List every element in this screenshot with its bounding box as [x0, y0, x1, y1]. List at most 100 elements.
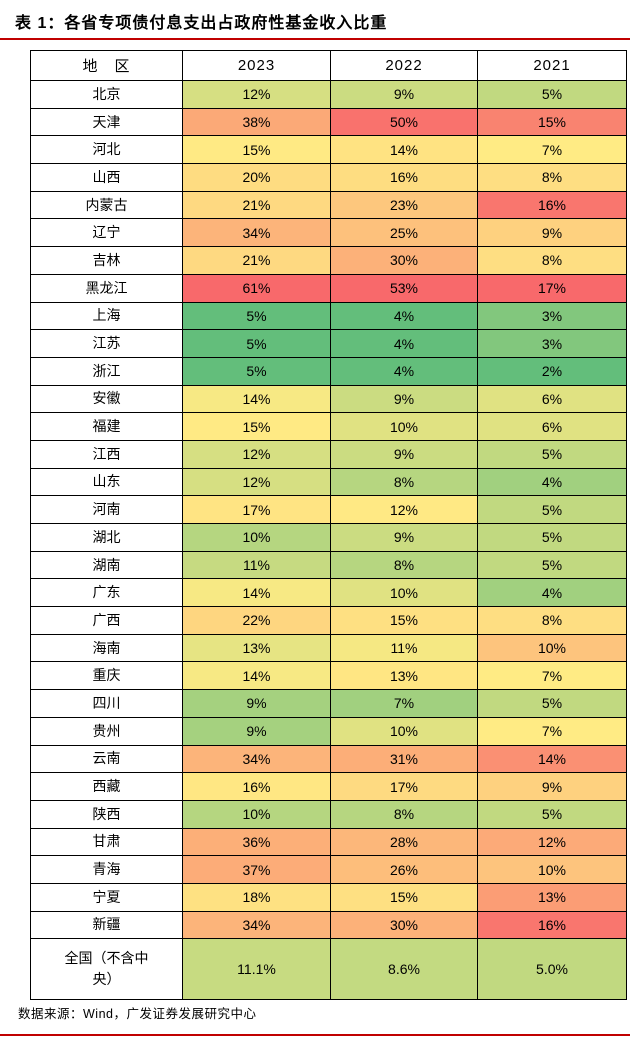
value-cell: 7% [330, 689, 478, 718]
value-cell: 3% [477, 301, 627, 331]
table-row: 广东 14% 10% 4% [30, 578, 627, 608]
value-cell: 16% [477, 910, 627, 940]
value-cell: 6% [477, 384, 627, 414]
table-row: 吉林 21% 30% 8% [30, 246, 627, 275]
region-cell: 甘肃 [30, 827, 183, 857]
value-cell: 34% [182, 744, 331, 774]
value-cell: 9% [330, 384, 478, 414]
bottom-divider [0, 1034, 630, 1036]
region-cell: 贵州 [30, 716, 183, 746]
region-cell: 河北 [30, 135, 183, 165]
region-cell: 江苏 [30, 329, 183, 358]
table-row: 浙江 5% 4% 2% [30, 356, 627, 386]
value-cell: 8% [330, 467, 478, 497]
value-cell: 13% [182, 633, 331, 663]
region-cell: 宁夏 [30, 882, 183, 912]
value-cell: 5% [477, 689, 627, 718]
value-cell: 15% [330, 606, 478, 635]
value-cell: 18% [182, 882, 331, 912]
value-cell: 26% [330, 855, 478, 884]
value-cell: 11.1% [182, 938, 331, 1001]
table-row: 甘肃 36% 28% 12% [30, 827, 627, 857]
region-cell: 北京 [30, 80, 183, 109]
value-cell: 15% [182, 412, 331, 441]
value-cell: 8% [477, 163, 627, 192]
value-cell: 14% [182, 578, 331, 608]
value-cell: 20% [182, 163, 331, 192]
table-row: 新疆 34% 30% 16% [30, 910, 627, 940]
column-header-2022: 2022 [330, 50, 478, 81]
table-row: 内蒙古 21% 23% 16% [30, 190, 627, 220]
region-cell: 浙江 [30, 356, 183, 386]
value-cell: 16% [477, 190, 627, 220]
value-cell: 10% [182, 523, 331, 552]
value-cell: 11% [330, 633, 478, 663]
value-cell: 4% [330, 301, 478, 331]
table-row: 河北 15% 14% 7% [30, 135, 627, 165]
region-cell: 广西 [30, 606, 183, 635]
value-cell: 15% [477, 107, 627, 137]
value-cell: 8.6% [330, 938, 478, 1001]
value-cell: 9% [477, 772, 627, 801]
value-cell: 5% [182, 329, 331, 358]
table-row: 云南 34% 31% 14% [30, 744, 627, 774]
value-cell: 21% [182, 190, 331, 220]
table-row: 山东 12% 8% 4% [30, 467, 627, 497]
value-cell: 50% [330, 107, 478, 137]
value-cell: 9% [330, 80, 478, 109]
value-cell: 16% [182, 772, 331, 801]
value-cell: 17% [330, 772, 478, 801]
value-cell: 14% [182, 384, 331, 414]
table-row: 天津 38% 50% 15% [30, 107, 627, 137]
value-cell: 5% [182, 301, 331, 331]
value-cell: 5.0% [477, 938, 627, 1001]
value-cell: 9% [477, 218, 627, 248]
table-row: 上海 5% 4% 3% [30, 301, 627, 331]
value-cell: 12% [477, 827, 627, 857]
value-cell: 7% [477, 716, 627, 746]
header-row: 地 区 2023 2022 2021 [30, 50, 627, 81]
region-cell: 广东 [30, 578, 183, 608]
value-cell: 8% [330, 799, 478, 829]
table-row: 江苏 5% 4% 3% [30, 329, 627, 358]
region-cell: 青海 [30, 855, 183, 884]
column-header-2021: 2021 [477, 50, 627, 81]
value-cell: 4% [330, 356, 478, 386]
value-cell: 10% [477, 855, 627, 884]
region-cell: 湖北 [30, 523, 183, 552]
value-cell: 2% [477, 356, 627, 386]
value-cell: 5% [477, 550, 627, 580]
value-cell: 25% [330, 218, 478, 248]
value-cell: 12% [330, 495, 478, 524]
table-title: 表 1：各省专项债付息支出占政府性基金收入比重 [15, 15, 388, 32]
table-row: 安徽 14% 9% 6% [30, 384, 627, 414]
value-cell: 23% [330, 190, 478, 220]
table-row: 湖南 11% 8% 5% [30, 550, 627, 580]
value-cell: 34% [182, 910, 331, 940]
value-cell: 10% [477, 633, 627, 663]
value-cell: 7% [477, 135, 627, 165]
value-cell: 15% [182, 135, 331, 165]
value-cell: 38% [182, 107, 331, 137]
value-cell: 36% [182, 827, 331, 857]
table-row: 贵州 9% 10% 7% [30, 716, 627, 746]
value-cell: 53% [330, 273, 478, 303]
value-cell: 17% [182, 495, 331, 524]
value-cell: 11% [182, 550, 331, 580]
value-cell: 12% [182, 467, 331, 497]
region-cell: 海南 [30, 633, 183, 663]
table-row: 海南 13% 11% 10% [30, 633, 627, 663]
value-cell: 8% [330, 550, 478, 580]
region-cell: 新疆 [30, 910, 183, 940]
value-cell: 28% [330, 827, 478, 857]
value-cell: 30% [330, 910, 478, 940]
region-cell: 上海 [30, 301, 183, 331]
region-cell: 山西 [30, 163, 183, 192]
region-cell: 陕西 [30, 799, 183, 829]
value-cell: 3% [477, 329, 627, 358]
column-header-region: 地 区 [30, 50, 183, 81]
region-cell: 全国（不含中 央） [30, 938, 183, 1001]
region-cell: 河南 [30, 495, 183, 524]
source-note: 数据来源：Wind，广发证券发展研究中心 [18, 1007, 257, 1021]
region-cell: 西藏 [30, 772, 183, 801]
